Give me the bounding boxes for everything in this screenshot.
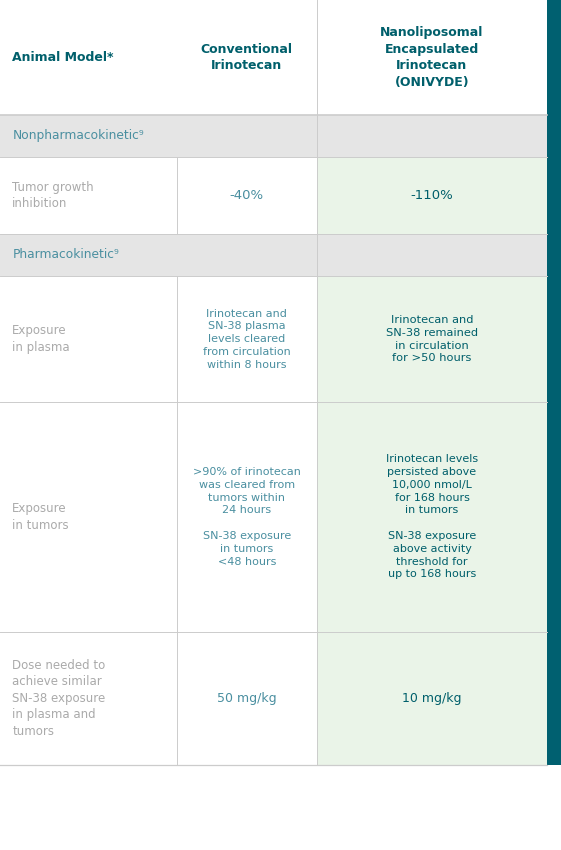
Text: Irinotecan and
SN-38 remained
in circulation
for >50 hours: Irinotecan and SN-38 remained in circula… [386,315,478,363]
Text: -40%: -40% [230,189,264,202]
Bar [0,234,547,276]
Bar [0,402,177,632]
Text: Dose needed to
achieve similar
SN-38 exposure
in plasma and
tumors: Dose needed to achieve similar SN-38 exp… [12,659,105,738]
Bar [0,632,177,765]
Bar [177,632,317,765]
Bar [317,402,547,632]
Text: Pharmacokinetic⁹: Pharmacokinetic⁹ [12,248,119,262]
Bar [177,276,317,402]
Text: Exposure
in tumors: Exposure in tumors [12,502,69,531]
Text: Exposure
in plasma: Exposure in plasma [12,325,70,354]
Bar [0,0,547,115]
Bar [0,157,177,234]
Text: Nanoliposomal
Encapsulated
Irinotecan
(ONIVYDE): Nanoliposomal Encapsulated Irinotecan (O… [380,26,484,88]
Bar [317,276,547,402]
Bar [177,402,317,632]
Text: 10 mg/kg: 10 mg/kg [402,692,462,705]
Text: >90% of irinotecan
was cleared from
tumors within
24 hours

SN-38 exposure
in tu: >90% of irinotecan was cleared from tumo… [193,467,301,567]
Text: -110%: -110% [411,189,453,202]
Bar [177,157,317,234]
Bar [0,115,547,157]
Text: Irinotecan and
SN-38 plasma
levels cleared
from circulation
within 8 hours: Irinotecan and SN-38 plasma levels clear… [203,309,291,370]
Text: Tumor growth
inhibition: Tumor growth inhibition [12,181,94,210]
Text: Animal Model*: Animal Model* [12,51,114,64]
Bar [317,157,547,234]
Bar [0,276,177,402]
Text: Conventional
Irinotecan: Conventional Irinotecan [201,42,293,72]
Bar [317,632,547,765]
Bar [547,0,561,765]
Text: Nonpharmacokinetic⁹: Nonpharmacokinetic⁹ [12,129,144,143]
Text: Irinotecan levels
persisted above
10,000 nmol/L
for 168 hours
in tumors

SN-38 e: Irinotecan levels persisted above 10,000… [386,454,478,580]
Text: 50 mg/kg: 50 mg/kg [217,692,277,705]
